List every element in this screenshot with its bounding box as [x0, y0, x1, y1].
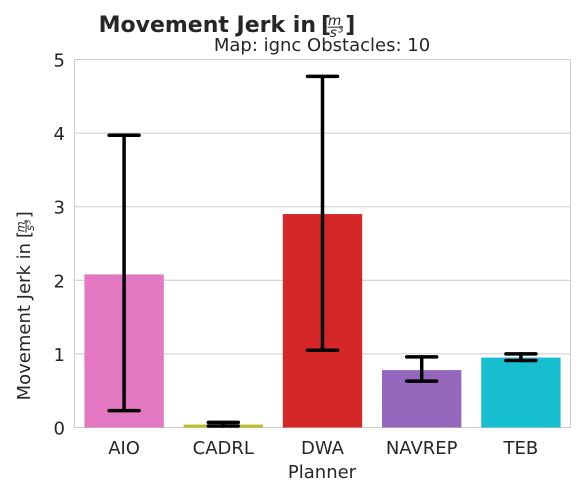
ylabel-unit-numerator: m [14, 221, 27, 232]
error-bar-aio [107, 133, 141, 413]
chart-title: Movement Jerk in [99, 13, 316, 38]
x-tick-label-dwa: DWA [301, 438, 345, 459]
ylabel-unit-exponent: 3 [23, 219, 32, 224]
y-tick-label-0: 0 [54, 419, 65, 440]
chart-title-unit: [ms 3] [321, 13, 355, 41]
y-tick-label-3: 3 [54, 198, 65, 219]
x-tick-label-cadrl: CADRL [193, 438, 254, 459]
y-axis-label-group: Movement Jerk in [ms3] [14, 211, 37, 400]
chart-subtitle: Map: ignc Obstacles: 10 [214, 35, 430, 56]
error-bars [107, 74, 538, 428]
y-tick-label-2: 2 [54, 271, 65, 292]
ylabel-unit-bracket-open: [ [14, 231, 35, 238]
bar-teb [481, 357, 561, 428]
x-tick-label-aio: AIO [108, 438, 140, 459]
ylabel-unit-denominator: s [24, 225, 37, 231]
y-tick-label-5: 5 [54, 51, 65, 72]
y-tick-label-4: 4 [54, 124, 65, 145]
title-unit-numerator: m [328, 13, 341, 29]
x-tick-labels: AIO CADRL DWA NAVREP TEB [108, 438, 538, 459]
y-axis-label-unit: [ms3] [14, 211, 37, 238]
title-unit-bracket-close: ] [345, 13, 355, 38]
y-tick-labels: 0 1 2 3 4 5 [54, 51, 65, 440]
error-bar-dwa [305, 74, 340, 352]
y-axis-label: Movement Jerk in [14, 243, 35, 400]
title-unit-denominator: s [330, 25, 337, 41]
x-axis-label: Planner [288, 462, 357, 483]
title-unit-bracket-open: [ [321, 13, 331, 38]
x-tick-label-navrep: NAVREP [386, 438, 458, 459]
x-tick-label-teb: TEB [503, 438, 539, 459]
error-bar-navrep [404, 355, 439, 383]
y-tick-label-1: 1 [54, 345, 65, 366]
error-bar-teb [504, 352, 538, 363]
title-unit-exponent: 3 [338, 24, 344, 35]
ylabel-unit-bracket-close: ] [14, 211, 35, 218]
error-bar-cadrl [206, 420, 241, 428]
